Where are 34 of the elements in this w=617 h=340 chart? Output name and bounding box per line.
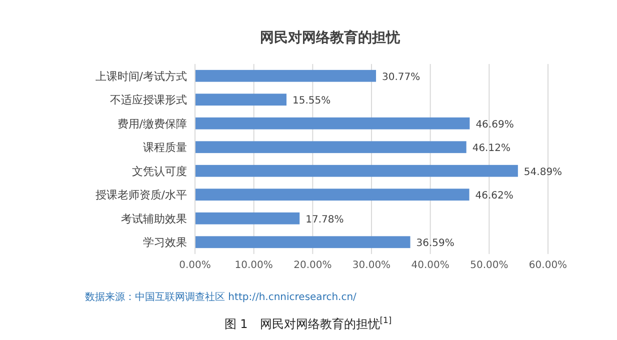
bar <box>195 188 470 201</box>
data-label: 46.12% <box>472 143 510 154</box>
y-tick-label: 不适应授课形式 <box>110 94 187 107</box>
bar <box>195 117 470 130</box>
data-label: 30.77% <box>382 72 420 83</box>
y-tick-label: 课程质量 <box>143 141 187 154</box>
x-tick-label: 10.00% <box>234 260 273 271</box>
data-label: 17.78% <box>306 214 344 226</box>
bar <box>195 164 518 177</box>
x-tick-label: 60.00% <box>528 260 568 271</box>
y-tick-label: 上课时间/考试方式 <box>95 70 187 83</box>
source-note: 数据来源：中国互联网调查社区 http://h.cnnicresearch.cn/ <box>85 291 358 303</box>
x-tick-label: 30.00% <box>352 260 391 271</box>
x-tick-label: 50.00% <box>470 260 508 271</box>
y-tick-label: 文凭认可度 <box>132 164 187 178</box>
x-tick-label: 40.00% <box>411 260 450 271</box>
data-label: 15.55% <box>292 96 331 107</box>
y-tick-label: 授课老师资质/水平 <box>95 188 187 202</box>
bar <box>195 70 376 82</box>
data-label: 46.69% <box>476 119 514 130</box>
y-tick-label: 考试辅助效果 <box>121 212 187 226</box>
x-tick-label: 0.00% <box>179 260 211 271</box>
bar <box>195 236 410 248</box>
bar <box>195 94 286 106</box>
bar <box>195 141 466 154</box>
bar <box>195 212 300 224</box>
y-tick-label: 费用/缴费保障 <box>117 117 187 130</box>
chart-title: 网民对网络教育的担忧 <box>260 29 401 46</box>
data-label: 54.89% <box>524 166 562 178</box>
caption: 图 1 网民对网络教育的担忧$^{[1]}$ <box>224 315 392 331</box>
data-label: 36.59% <box>416 238 454 250</box>
y-tick-label: 学习效果 <box>143 236 187 250</box>
data-label: 46.62% <box>475 190 514 202</box>
x-tick-label: 20.00% <box>294 260 332 271</box>
